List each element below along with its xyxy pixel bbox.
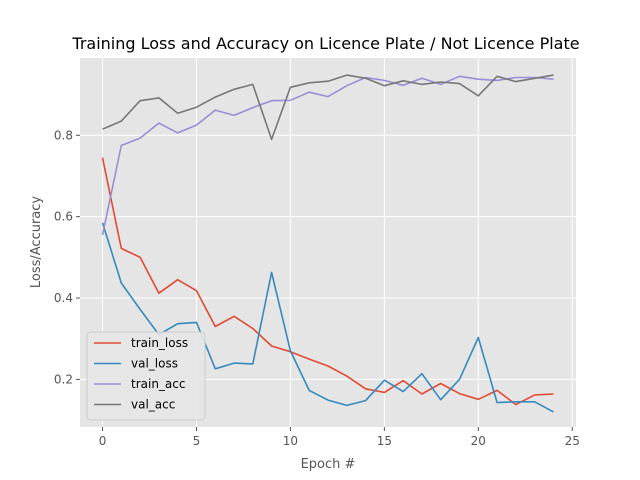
x-tick-label: 15 (377, 434, 392, 448)
legend-entry: train_loss (131, 336, 188, 350)
legend: train_loss val_loss train_acc val_acc (86, 331, 206, 421)
chart-title: Training Loss and Accuracy on Licence Pl… (71, 34, 579, 53)
grid (80, 58, 576, 427)
x-tick-label: 20 (471, 434, 486, 448)
series-line-train-acc (101, 75, 554, 236)
legend-entry: val_loss (131, 357, 178, 371)
y-tick-label: 0.8 (54, 128, 73, 142)
legend-entry: train_acc (131, 377, 185, 391)
legend-entry: val_acc (131, 398, 175, 412)
y-tick-label: 0.2 (54, 372, 73, 386)
x-tick-label: 10 (283, 434, 298, 448)
y-tick-label: 0.4 (54, 291, 73, 305)
y-axis-label: Loss/Accuracy (29, 196, 44, 289)
x-tick-label: 5 (193, 434, 201, 448)
y-tick-label: 0.6 (54, 210, 73, 224)
series-line-val-acc (102, 74, 554, 141)
x-tick-label: 25 (565, 434, 580, 448)
axis-ticks: 0 5 10 15 20 25 0.2 0.4 0.6 0.8 (54, 128, 580, 448)
x-axis-label: Epoch # (301, 457, 356, 472)
legend-box (86, 331, 206, 421)
series-line-val-loss (101, 222, 554, 413)
x-tick-label: 0 (99, 434, 107, 448)
series-line-train-loss (101, 157, 554, 406)
series-lines (101, 74, 554, 413)
